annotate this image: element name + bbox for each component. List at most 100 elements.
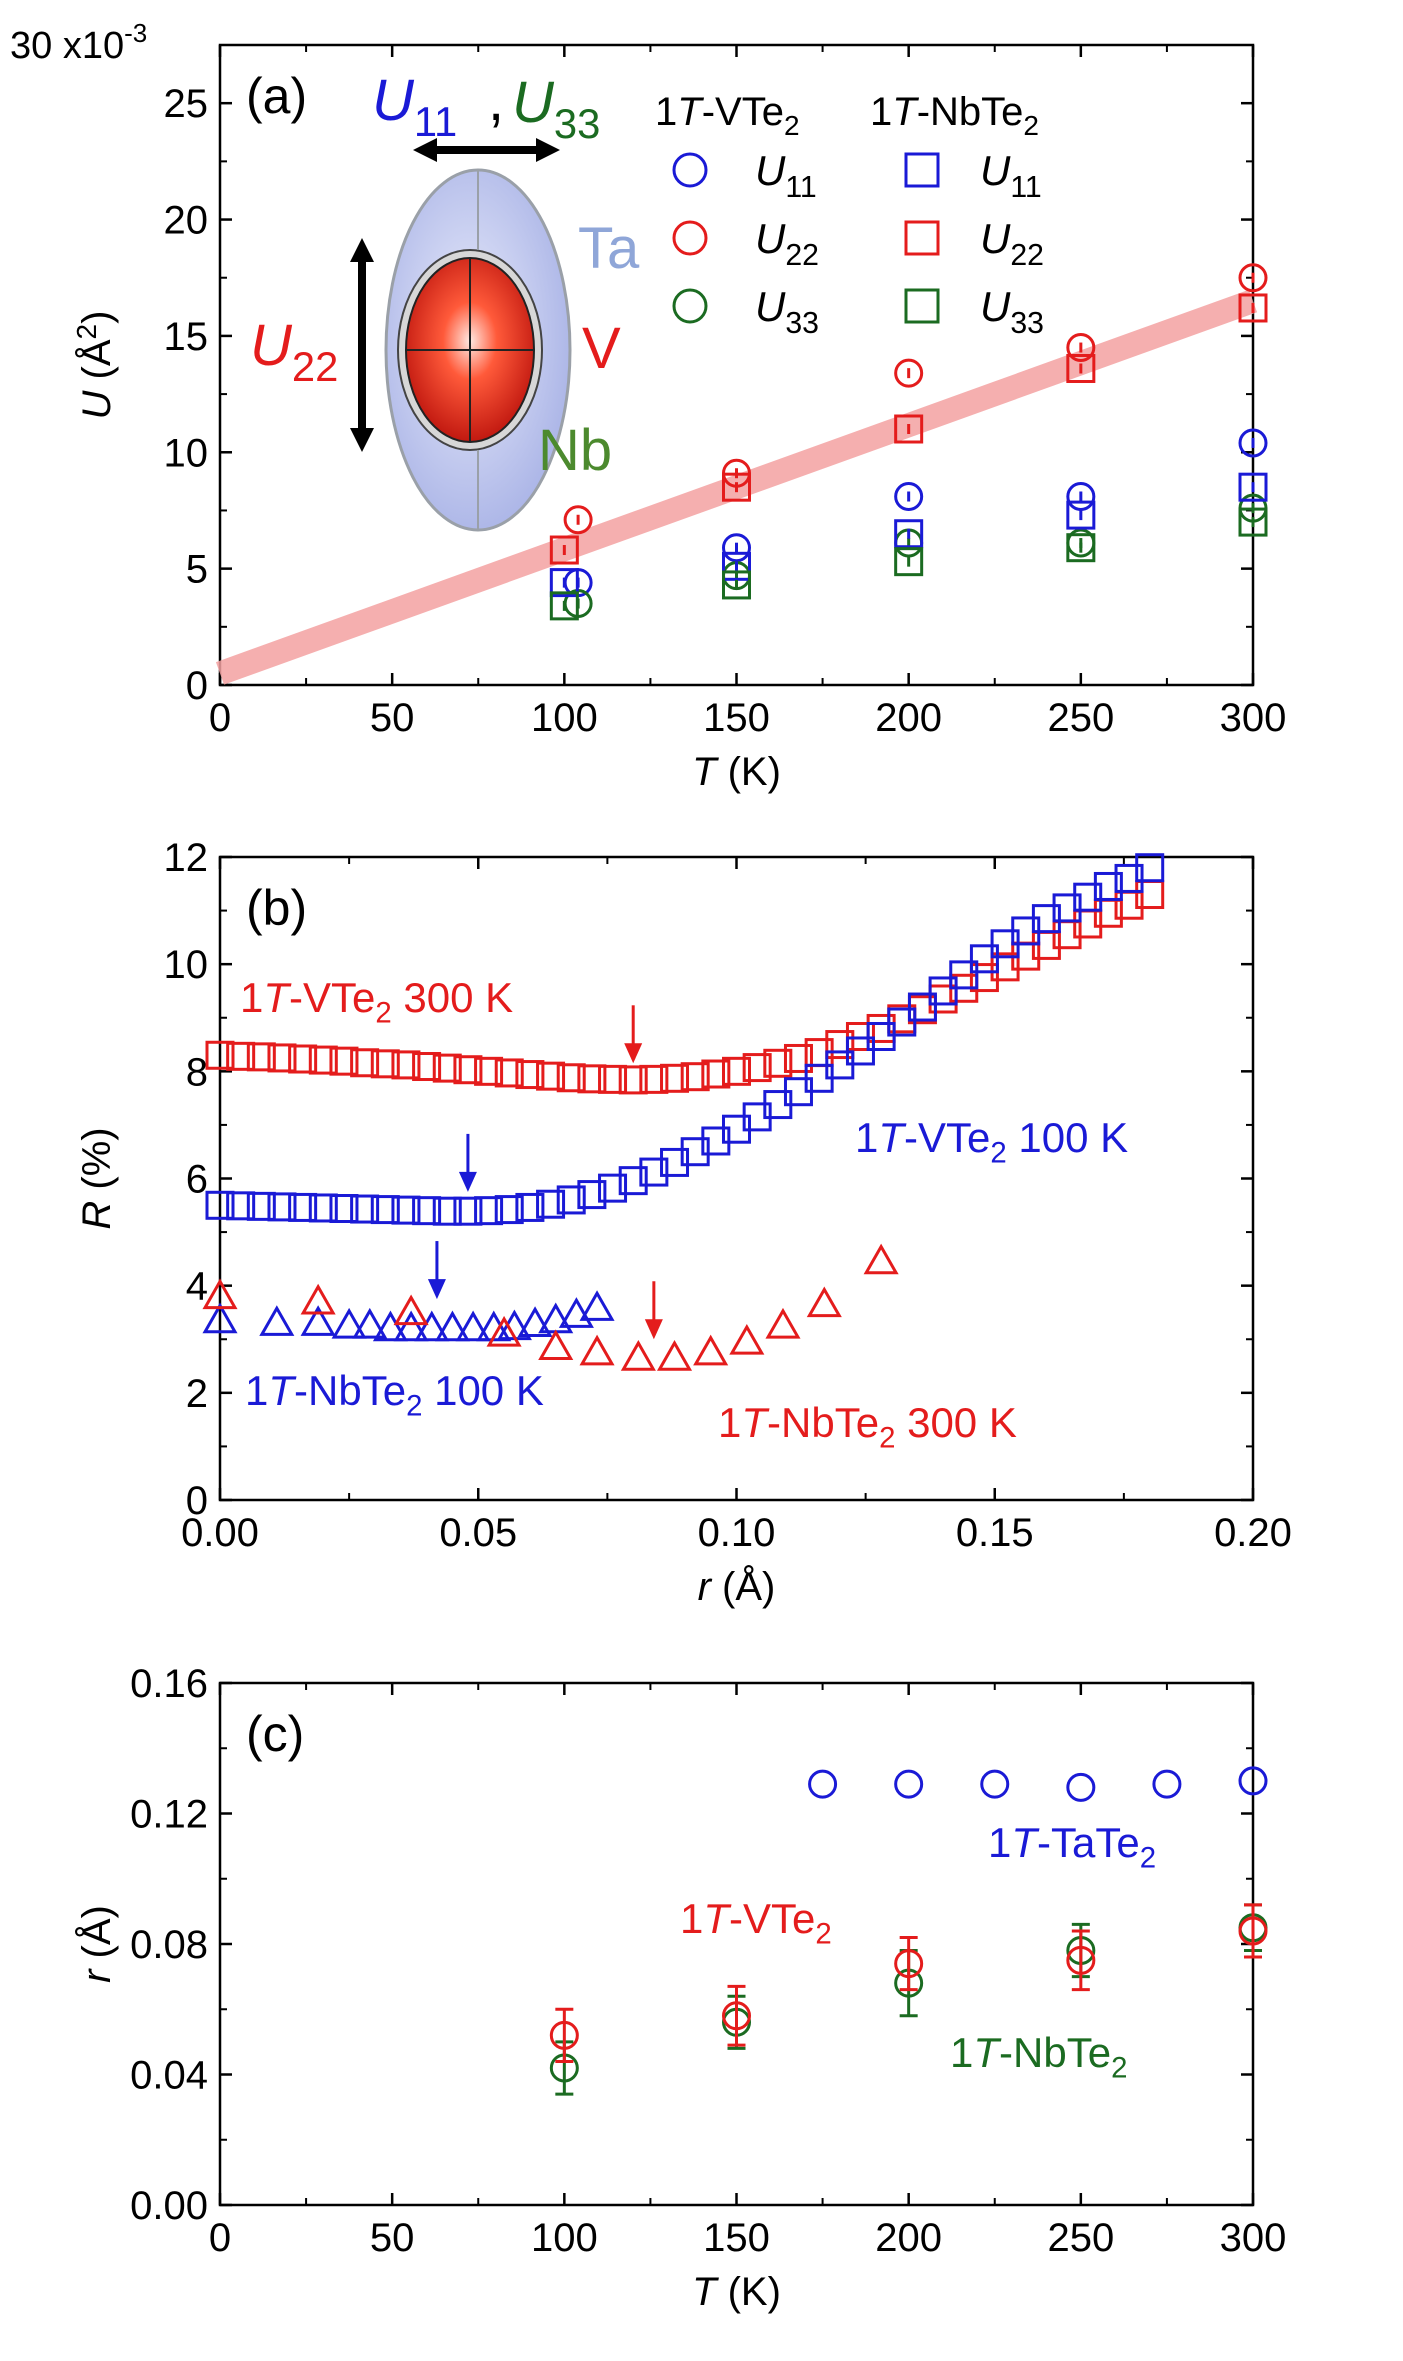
data-point	[331, 1307, 367, 1339]
data-point	[722, 570, 751, 600]
data-point	[412, 1052, 442, 1082]
x-tick-label: 150	[703, 2216, 770, 2260]
data-point	[486, 1315, 522, 1347]
data-point	[680, 1137, 710, 1167]
data-point	[980, 1769, 1010, 1799]
x-axis-label: T (K)	[692, 2270, 781, 2314]
x-tick-label: 300	[1220, 2216, 1287, 2260]
x-axis-label: T (K)	[692, 750, 781, 794]
data-point	[1066, 353, 1096, 383]
data-point	[205, 1190, 235, 1220]
data-point	[474, 1196, 504, 1226]
data-point	[432, 1196, 462, 1226]
data-point	[549, 535, 579, 565]
data-point	[370, 1049, 400, 1079]
data-point	[556, 1063, 586, 1093]
legend-marker-circle	[672, 288, 708, 324]
data-point	[693, 1334, 729, 1366]
data-point	[558, 1297, 594, 1328]
legend-label: U22	[755, 215, 819, 272]
data-point	[722, 2001, 751, 2031]
y-tick-label: 0.08	[130, 1923, 208, 1967]
y-tick-label: 0	[186, 664, 208, 708]
data-point	[515, 1060, 545, 1090]
y-tick-label: 20	[164, 199, 209, 243]
data-point	[618, 1166, 648, 1196]
y-axis-label: R (%)	[75, 1127, 119, 1229]
data-point	[372, 1310, 408, 1342]
data-point	[1238, 293, 1268, 323]
annotation-arrow-head	[458, 1171, 477, 1192]
y-tick-label: 15	[164, 315, 209, 359]
data-point	[949, 960, 979, 990]
data-point	[656, 1340, 693, 1371]
data-point	[969, 963, 999, 993]
series-label: 1T-VTe2	[680, 1895, 832, 1951]
data-point	[907, 992, 937, 1022]
data-point	[1238, 472, 1268, 502]
y-tick-label: 0.16	[130, 1662, 208, 1706]
x-tick-label: 250	[1047, 2216, 1114, 2260]
data-point	[894, 519, 924, 549]
data-point	[806, 1286, 842, 1318]
x-tick-label: 300	[1220, 696, 1287, 740]
panel-a: 0 50 100 150 200 250 300 0 5 10 15 20 25 T (K) U (Å2) (…	[10, 18, 1286, 794]
data-point	[863, 1243, 899, 1275]
y-tick-label: 0.12	[130, 1793, 208, 1837]
data-point	[639, 1157, 669, 1187]
data-point	[887, 1007, 917, 1037]
data-point	[680, 1062, 710, 1092]
x-tick-label: 0	[209, 696, 231, 740]
data-point	[765, 1307, 801, 1339]
data-point	[1066, 481, 1096, 511]
legend-marker-circle	[672, 220, 708, 256]
annotation-arrow-head	[644, 1319, 663, 1340]
legend-marker-square	[904, 152, 940, 188]
data-point	[288, 1044, 318, 1074]
panel-b: 0.00 0.05 0.10 0.15 0.20 0 2 4 6 8 10 12 r (Å) R (%) (…	[75, 836, 1292, 1609]
series-label: 1T-NbTe2 300 K	[718, 1399, 1017, 1455]
panel-label: (b)	[246, 880, 307, 936]
panel-c: 0 50 100 150 200 250 300 0.00 0.04 0.08 0.12 0.16 T …	[74, 1662, 1286, 2314]
inset-v-label: V	[582, 316, 621, 381]
data-point	[432, 1053, 462, 1083]
y-tick-label: 10	[164, 943, 209, 987]
data-point	[202, 1302, 238, 1334]
data-point	[393, 1310, 429, 1342]
data-point	[453, 1055, 483, 1085]
x-tick-label: 0.15	[956, 1511, 1034, 1555]
data-point	[808, 1769, 838, 1799]
data-point	[1135, 853, 1165, 883]
y-tick-label: 0	[186, 1479, 208, 1523]
panel-label: (c)	[246, 1706, 304, 1762]
data-point	[763, 1048, 793, 1078]
inset-u11-label: U11	[372, 68, 457, 145]
data-point	[1093, 871, 1123, 901]
y-tick-label: 6	[186, 1158, 208, 1202]
data-point	[990, 952, 1020, 982]
data-point	[556, 1185, 586, 1215]
data-point	[1066, 500, 1096, 530]
data-point	[1238, 1916, 1268, 1946]
x-tick-label: 0.05	[439, 1511, 517, 1555]
data-point	[267, 1192, 297, 1222]
data-point	[894, 1949, 924, 1979]
data-point	[226, 1191, 256, 1221]
x-tick-label: 250	[1047, 696, 1114, 740]
x-tick-label: 50	[370, 2216, 415, 2260]
legend-header-vte2: 1T-VTe2	[655, 90, 800, 141]
data-point	[391, 1050, 421, 1080]
data-point	[202, 1278, 238, 1310]
data-point	[969, 944, 999, 974]
data-point	[742, 1053, 772, 1083]
series-label: 1T-NbTe2	[950, 2029, 1127, 2085]
y-tick-label: 25	[164, 82, 209, 126]
data-point	[563, 505, 593, 535]
y-axis-label: r (Å)	[74, 1905, 119, 1983]
legend-label: U11	[980, 147, 1042, 204]
y-tick-label: 2	[186, 1372, 208, 1416]
data-point	[259, 1305, 295, 1336]
x-tick-label: 150	[703, 696, 770, 740]
data-point	[1238, 1766, 1268, 1796]
data-point	[350, 1194, 380, 1224]
